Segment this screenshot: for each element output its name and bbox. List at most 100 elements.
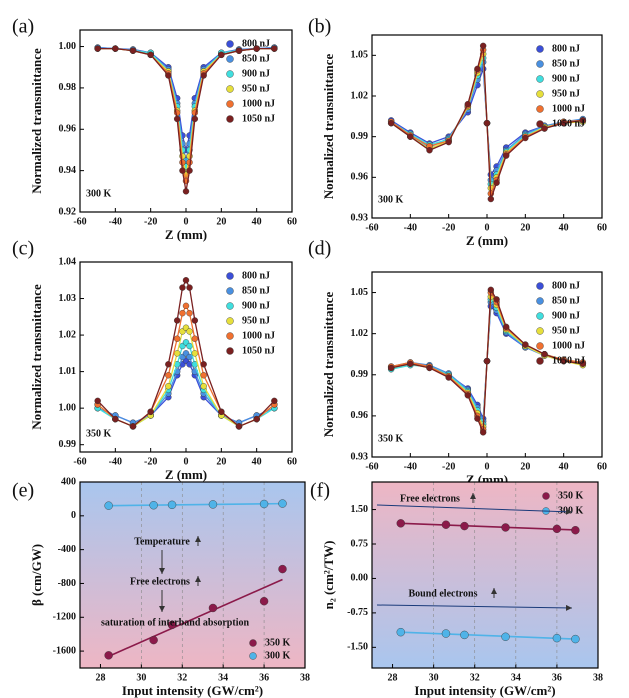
data-point xyxy=(522,134,529,142)
fit-line xyxy=(108,578,283,658)
data-point xyxy=(165,361,172,368)
x-tick-label: 30 xyxy=(136,672,146,683)
y-tick-label: -800 xyxy=(58,578,76,589)
data-point xyxy=(541,351,548,358)
data-point xyxy=(278,499,287,508)
data-point xyxy=(179,309,186,317)
plot-frame xyxy=(79,29,293,213)
x-tick-label: 36 xyxy=(552,672,562,683)
data-point xyxy=(464,100,472,108)
legend-label: 1000 nJ xyxy=(552,103,585,114)
x-tick-label: 0 xyxy=(485,222,490,233)
y-tick-label: 0.96 xyxy=(59,124,77,135)
legend-marker xyxy=(536,357,544,365)
data-point xyxy=(460,521,469,531)
legend-label: 900 nJ xyxy=(552,73,580,84)
y-axis-label: n₂ (cm²/TW) xyxy=(321,541,336,610)
data-point xyxy=(186,342,193,350)
legend-marker xyxy=(249,652,257,660)
legend-marker xyxy=(542,492,550,500)
legend-marker xyxy=(226,302,234,310)
fit-line xyxy=(400,522,576,531)
data-point xyxy=(426,364,433,372)
data-point xyxy=(182,188,190,195)
data-point xyxy=(173,335,181,342)
data-point xyxy=(579,117,587,124)
x-tick-label: 60 xyxy=(287,216,297,227)
legend-label: 1000 nJ xyxy=(242,98,275,109)
legend-label: 1000 nJ xyxy=(552,340,585,351)
data-point xyxy=(493,179,500,186)
data-point xyxy=(165,72,172,79)
y-tick-label: 1.00 xyxy=(59,402,77,413)
x-tick-label: 30 xyxy=(429,672,439,683)
data-point xyxy=(200,72,207,79)
y-axis-label: Normalized transmittance xyxy=(29,48,44,194)
legend-marker xyxy=(249,639,257,647)
legend-label: 900 nJ xyxy=(242,300,270,311)
x-tick-label: -20 xyxy=(144,216,157,227)
x-tick-label: 38 xyxy=(593,672,603,683)
y-tick-label: 0.98 xyxy=(59,82,77,93)
legend-marker xyxy=(226,115,234,123)
data-point xyxy=(474,415,481,422)
x-tick-label: 40 xyxy=(252,216,262,227)
data-point xyxy=(104,501,113,510)
data-point xyxy=(445,138,452,146)
x-tick-label: -40 xyxy=(404,222,417,233)
legend-marker xyxy=(536,75,544,83)
plot-frame xyxy=(79,261,293,453)
legend-label: 950 nJ xyxy=(242,83,270,94)
legend-label: 800 nJ xyxy=(552,43,580,54)
data-point xyxy=(200,383,207,390)
y-tick-label: 0.75 xyxy=(351,538,369,549)
y-tick-label: 0.99 xyxy=(351,131,369,142)
legend-label: 1000 nJ xyxy=(242,330,275,341)
data-point xyxy=(218,51,225,59)
data-point xyxy=(571,634,580,644)
legend-marker xyxy=(226,332,234,340)
x-tick-label: 20 xyxy=(216,216,226,227)
y-tick-label: 1.02 xyxy=(59,329,77,340)
y-tick-label: 1.05 xyxy=(351,50,369,61)
legend-label: 350 K xyxy=(265,637,291,648)
data-point xyxy=(502,152,510,159)
legend-label: 800 nJ xyxy=(242,38,270,49)
panel-label: (c) xyxy=(12,238,34,260)
data-point xyxy=(483,357,491,365)
legend-marker xyxy=(536,105,544,113)
x-tick-label: 20 xyxy=(520,222,530,233)
data-point xyxy=(186,309,193,317)
data-point xyxy=(147,51,154,59)
data-point xyxy=(426,147,433,154)
x-tick-label: 0 xyxy=(485,461,490,472)
panel-label: (a) xyxy=(12,16,34,38)
y-tick-label: 0.00 xyxy=(351,573,369,584)
data-point xyxy=(271,397,278,405)
data-point xyxy=(253,415,260,423)
panel-label: (d) xyxy=(308,238,331,260)
y-tick-label: 0.99 xyxy=(59,439,77,450)
fit-line xyxy=(108,502,283,507)
legend-label: 850 nJ xyxy=(552,295,580,306)
data-point xyxy=(552,633,562,643)
legend-label: 950 nJ xyxy=(552,88,580,99)
x-axis-label: Input intensity (GW/cm²) xyxy=(414,683,555,698)
legend-label: 800 nJ xyxy=(242,270,270,281)
annotation: 350 K xyxy=(86,428,112,439)
legend-marker xyxy=(536,342,544,350)
legend-marker xyxy=(226,100,234,108)
panel-label: (b) xyxy=(308,16,331,38)
legend-marker xyxy=(536,90,544,98)
y-tick-label: 0.96 xyxy=(351,172,369,183)
data-point xyxy=(200,361,207,368)
data-point xyxy=(387,119,395,127)
legend-marker xyxy=(226,40,234,48)
data-point xyxy=(479,429,487,436)
y-axis-label: β (cm/GW) xyxy=(29,544,44,606)
data-point xyxy=(173,115,181,123)
legend-marker xyxy=(226,272,234,280)
data-point xyxy=(278,564,287,574)
x-tick-label: -60 xyxy=(365,222,378,233)
data-point xyxy=(200,372,207,379)
